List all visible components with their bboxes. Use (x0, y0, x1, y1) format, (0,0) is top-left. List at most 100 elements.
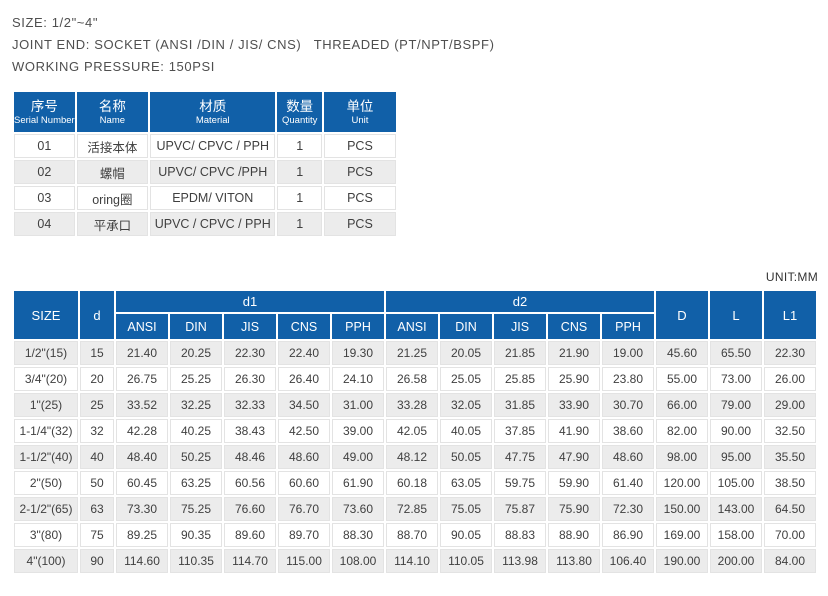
table-cell: 89.70 (278, 523, 330, 547)
table-cell: PCS (323, 186, 396, 210)
dim-header-d2-cns: CNS (548, 314, 600, 339)
table-cell: 3"(80) (14, 523, 78, 547)
table-cell: 25.90 (548, 367, 600, 391)
table-cell: 90.05 (440, 523, 492, 547)
table-cell: 21.40 (116, 341, 168, 365)
table-cell: 75.87 (494, 497, 546, 521)
table-cell: 33.52 (116, 393, 168, 417)
table-cell: 19.00 (602, 341, 654, 365)
table-cell: 113.80 (548, 549, 600, 573)
table-cell: 89.25 (116, 523, 168, 547)
table-cell: 64.50 (764, 497, 816, 521)
table-cell: 23.80 (602, 367, 654, 391)
table-cell: 22.30 (764, 341, 816, 365)
dim-header-d: d (80, 291, 114, 339)
table-cell: 42.05 (386, 419, 438, 443)
table-cell: 24.10 (332, 367, 384, 391)
table-cell: 106.40 (602, 549, 654, 573)
table-cell: 21.85 (494, 341, 546, 365)
dim-header-d2-din: DIN (440, 314, 492, 339)
table-cell: 螺帽 (76, 160, 148, 184)
table-cell: 88.90 (548, 523, 600, 547)
table-cell: 190.00 (656, 549, 708, 573)
table-row: 2-1/2"(65) 63 73.30 75.25 76.60 76.70 73.60 72.… (14, 497, 816, 521)
table-cell: 活接本体 (76, 134, 148, 158)
table-cell: 98.00 (656, 445, 708, 469)
table-cell: 32.50 (764, 419, 816, 443)
table-row: 3"(80) 75 89.25 90.35 89.60 89.70 88.30 88.70 90… (14, 523, 816, 547)
table-cell: 02 (14, 160, 75, 184)
table-cell: 75.90 (548, 497, 600, 521)
table-cell: EPDM/ VITON (149, 186, 276, 210)
table-cell: 49.00 (332, 445, 384, 469)
table-cell: 105.00 (710, 471, 762, 495)
working-pressure-spec-line: WORKING PRESSURE: 150PSI (12, 59, 215, 74)
table-cell: 72.30 (602, 497, 654, 521)
table-cell: 22.40 (278, 341, 330, 365)
table-cell: 72.85 (386, 497, 438, 521)
table-cell: 1"(25) (14, 393, 78, 417)
table-cell: 89.60 (224, 523, 276, 547)
table-cell: 114.70 (224, 549, 276, 573)
dim-header-L: L (710, 291, 762, 339)
table-cell: 01 (14, 134, 75, 158)
table-cell: 150.00 (656, 497, 708, 521)
table-cell: 25.85 (494, 367, 546, 391)
table-cell: 47.90 (548, 445, 600, 469)
table-cell: 59.90 (548, 471, 600, 495)
table-row: 1/2"(15) 15 21.40 20.25 22.30 22.40 19.30 21.25… (14, 341, 816, 365)
table-cell: 2"(50) (14, 471, 78, 495)
table-cell: 29.00 (764, 393, 816, 417)
table-cell: 61.40 (602, 471, 654, 495)
table-cell: 32.05 (440, 393, 492, 417)
parts-table-header-row: 序号 Serial Number 名称 Name 材质 Material 数量 … (14, 92, 396, 132)
table-row: 3/4"(20) 20 26.75 25.25 26.30 26.40 24.10 26.58… (14, 367, 816, 391)
dim-table-group-header-row: SIZE d d1 d2 D L L1 (14, 291, 816, 339)
table-cell: 1 (277, 186, 322, 210)
table-cell: 1-1/2"(40) (14, 445, 78, 469)
table-cell: 42.50 (278, 419, 330, 443)
table-cell: 75.25 (170, 497, 222, 521)
table-cell: 34.50 (278, 393, 330, 417)
dim-header-d2-pph: PPH (602, 314, 654, 339)
table-cell: 45.60 (656, 341, 708, 365)
table-cell: 40.25 (170, 419, 222, 443)
table-cell: 21.25 (386, 341, 438, 365)
table-cell: 48.60 (278, 445, 330, 469)
table-cell: 35.50 (764, 445, 816, 469)
table-cell: 63 (80, 497, 114, 521)
parts-header-name: 名称 Name (76, 92, 148, 132)
table-cell: 32.33 (224, 393, 276, 417)
table-cell: 40 (80, 445, 114, 469)
table-cell: 20 (80, 367, 114, 391)
size-spec-line: SIZE: 1/2"~4" (12, 15, 99, 30)
table-cell: 88.83 (494, 523, 546, 547)
table-cell: 25 (80, 393, 114, 417)
dim-header-d2-group: d2 (386, 291, 654, 312)
table-cell: 66.00 (656, 393, 708, 417)
table-cell: 48.12 (386, 445, 438, 469)
parts-table: 序号 Serial Number 名称 Name 材质 Material 数量 … (12, 90, 398, 238)
table-cell: 1 (277, 160, 322, 184)
table-cell: 32.25 (170, 393, 222, 417)
table-cell: 1/2"(15) (14, 341, 78, 365)
table-cell: 37.85 (494, 419, 546, 443)
table-cell: 1-1/4"(32) (14, 419, 78, 443)
table-cell: 73.00 (710, 367, 762, 391)
table-cell: 20.25 (170, 341, 222, 365)
dim-header-d1-pph: PPH (332, 314, 384, 339)
table-cell: 38.50 (764, 471, 816, 495)
parts-header-quantity: 数量 Quantity (277, 92, 322, 132)
table-cell: 158.00 (710, 523, 762, 547)
table-cell: 26.75 (116, 367, 168, 391)
dimensions-table: SIZE d d1 d2 D L L1 ANSI DIN JIS CNS PPH… (12, 289, 818, 575)
table-cell: 90 (80, 549, 114, 573)
spec-sheet-page: SIZE: 1/2"~4" JOINT END: SOCKET (ANSI /D… (12, 15, 818, 575)
table-cell: 50.05 (440, 445, 492, 469)
table-cell: 61.90 (332, 471, 384, 495)
table-cell: 25.05 (440, 367, 492, 391)
table-cell: 2-1/2"(65) (14, 497, 78, 521)
table-cell: 26.58 (386, 367, 438, 391)
parts-table-body: 01 活接本体 UPVC/ CPVC / PPH 1 PCS 02 螺帽 UPVC/ CPVC… (14, 134, 396, 236)
table-cell: 50 (80, 471, 114, 495)
